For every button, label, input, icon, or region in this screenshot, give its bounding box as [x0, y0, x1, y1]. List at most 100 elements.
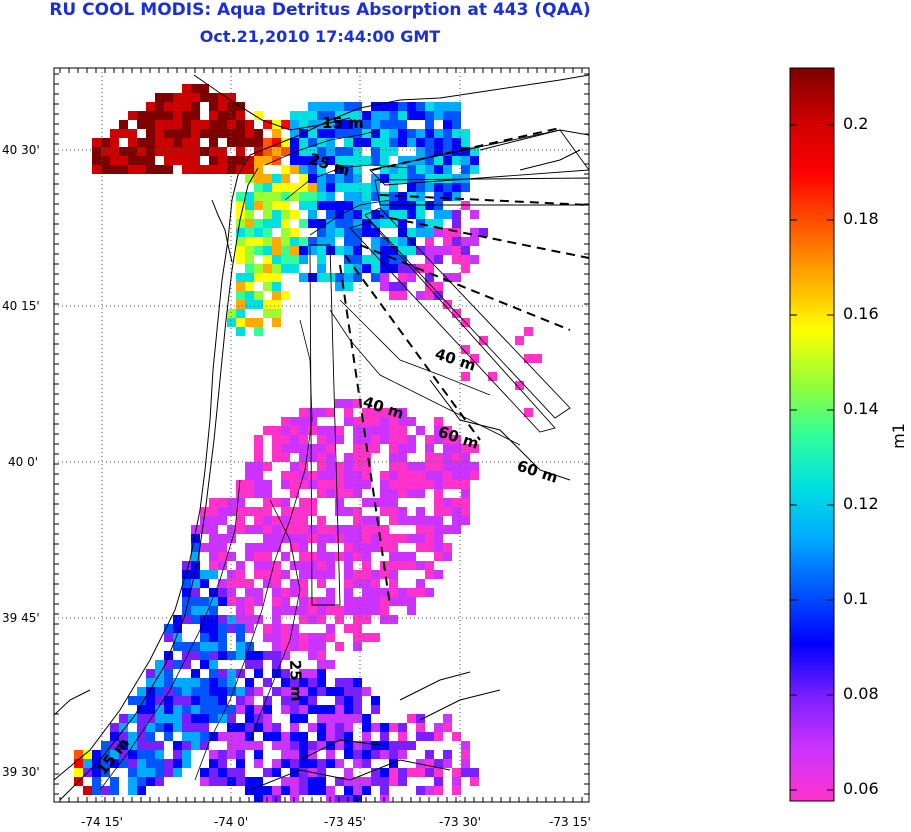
absorption-pixel: [434, 534, 443, 543]
absorption-pixel: [272, 174, 281, 183]
absorption-pixel: [272, 642, 281, 651]
absorption-pixel: [173, 660, 182, 669]
absorption-pixel: [326, 444, 335, 453]
absorption-pixel: [164, 660, 173, 669]
absorption-pixel: [218, 642, 227, 651]
absorption-pixel: [290, 507, 299, 516]
absorption-pixel: [308, 183, 317, 192]
absorption-pixel: [335, 534, 344, 543]
absorption-pixel: [200, 165, 209, 174]
absorption-pixel: [389, 138, 398, 147]
absorption-pixel: [335, 435, 344, 444]
absorption-pixel: [209, 768, 218, 777]
absorption-pixel: [200, 660, 209, 669]
absorption-pixel: [308, 642, 317, 651]
absorption-pixel: [164, 624, 173, 633]
absorption-pixel: [182, 651, 191, 660]
absorption-pixel: [290, 777, 299, 786]
absorption-pixel: [452, 309, 461, 318]
absorption-pixel: [380, 534, 389, 543]
absorption-pixel: [335, 219, 344, 228]
absorption-pixel: [236, 651, 245, 660]
absorption-pixel: [335, 678, 344, 687]
absorption-pixel: [407, 138, 416, 147]
absorption-pixel: [380, 138, 389, 147]
absorption-pixel: [191, 93, 200, 102]
absorption-pixel: [425, 120, 434, 129]
absorption-pixel: [434, 768, 443, 777]
absorption-pixel: [344, 588, 353, 597]
absorption-pixel: [326, 435, 335, 444]
absorption-pixel: [254, 687, 263, 696]
absorption-pixel: [290, 642, 299, 651]
absorption-pixel: [245, 588, 254, 597]
absorption-pixel: [398, 534, 407, 543]
absorption-pixel: [290, 714, 299, 723]
absorption-pixel: [272, 444, 281, 453]
absorption-pixel: [200, 579, 209, 588]
absorption-pixel: [218, 732, 227, 741]
absorption-pixel: [164, 111, 173, 120]
absorption-pixel: [263, 228, 272, 237]
absorption-pixel: [353, 741, 362, 750]
absorption-pixel: [344, 129, 353, 138]
absorption-pixel: [281, 741, 290, 750]
absorption-pixel: [416, 714, 425, 723]
absorption-pixel: [326, 624, 335, 633]
absorption-pixel: [317, 237, 326, 246]
absorption-pixel: [425, 750, 434, 759]
absorption-pixel: [128, 165, 137, 174]
absorption-pixel: [173, 687, 182, 696]
absorption-pixel: [272, 768, 281, 777]
absorption-pixel: [371, 516, 380, 525]
absorption-pixel: [272, 516, 281, 525]
absorption-pixel: [281, 633, 290, 642]
absorption-pixel: [452, 444, 461, 453]
absorption-pixel: [236, 273, 245, 282]
absorption-pixel: [110, 156, 119, 165]
absorption-pixel: [200, 705, 209, 714]
absorption-pixel: [299, 426, 308, 435]
absorption-pixel: [272, 606, 281, 615]
absorption-pixel: [263, 255, 272, 264]
absorption-pixel: [263, 273, 272, 282]
absorption-pixel: [272, 624, 281, 633]
absorption-pixel: [182, 138, 191, 147]
absorption-pixel: [200, 147, 209, 156]
absorption-pixel: [344, 264, 353, 273]
absorption-pixel: [317, 264, 326, 273]
absorption-pixel: [119, 129, 128, 138]
absorption-pixel: [245, 192, 254, 201]
absorption-pixel: [263, 579, 272, 588]
absorption-pixel: [263, 507, 272, 516]
absorption-pixel: [245, 237, 254, 246]
absorption-pixel: [416, 291, 425, 300]
absorption-pixel: [308, 741, 317, 750]
absorption-pixel: [344, 408, 353, 417]
absorption-pixel: [335, 552, 344, 561]
absorption-pixel: [434, 156, 443, 165]
absorption-pixel: [236, 120, 245, 129]
absorption-pixel: [200, 516, 209, 525]
absorption-pixel: [317, 129, 326, 138]
absorption-pixel: [308, 417, 317, 426]
absorption-pixel: [218, 165, 227, 174]
absorption-pixel: [398, 444, 407, 453]
absorption-pixel: [137, 120, 146, 129]
absorption-pixel: [173, 129, 182, 138]
absorption-pixel: [236, 309, 245, 318]
absorption-pixel: [245, 246, 254, 255]
absorption-pixel: [416, 156, 425, 165]
absorption-pixel: [218, 93, 227, 102]
absorption-pixel: [353, 750, 362, 759]
absorption-pixel: [326, 588, 335, 597]
absorption-pixel: [299, 759, 308, 768]
absorption-pixel: [407, 489, 416, 498]
absorption-pixel: [290, 426, 299, 435]
absorption-pixel: [371, 147, 380, 156]
absorption-pixel: [119, 120, 128, 129]
absorption-pixel: [155, 705, 164, 714]
absorption-pixel: [245, 741, 254, 750]
absorption-pixel: [236, 489, 245, 498]
absorption-pixel: [416, 786, 425, 795]
